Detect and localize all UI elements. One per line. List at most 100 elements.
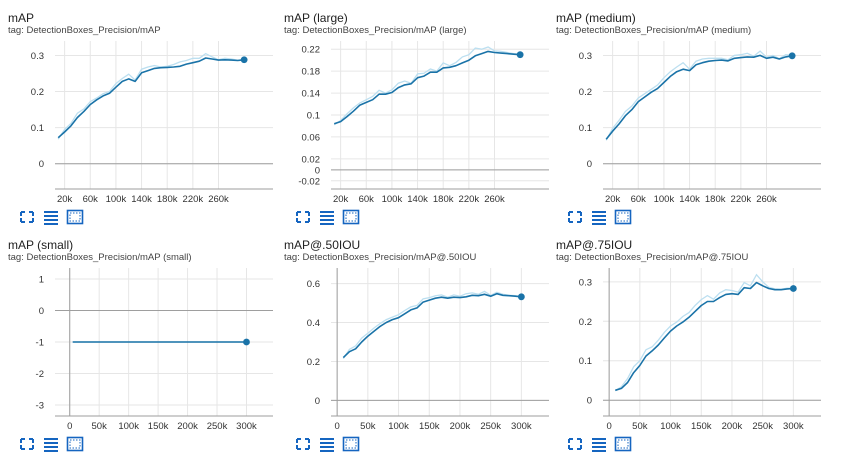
data-table-icon xyxy=(44,211,58,225)
grid xyxy=(55,41,273,189)
log-scale-button[interactable] xyxy=(342,436,360,452)
y-tick-label: 0 xyxy=(39,159,44,170)
y-tick-label: 0.3 xyxy=(31,51,44,62)
smoothed-series-line xyxy=(605,54,793,140)
x-tick-label: 60k xyxy=(83,194,99,205)
log-scale-icon xyxy=(342,436,360,452)
x-tick-label: 100k xyxy=(106,194,127,205)
fit-domain-button[interactable] xyxy=(566,436,584,452)
data-table-icon xyxy=(592,438,606,452)
log-scale-icon xyxy=(66,436,84,452)
chart-tag: tag: DetectionBoxes_Precision/mAP (mediu… xyxy=(556,25,752,36)
smoothed-series-line xyxy=(342,292,522,359)
x-tick-label: 220k xyxy=(731,194,752,205)
x-tick-label: 260k xyxy=(484,194,505,205)
fit-domain-icon xyxy=(568,211,582,223)
fit-domain-button[interactable] xyxy=(18,436,36,452)
chart-title: mAP@.50IOU xyxy=(284,238,361,252)
x-tick-label: 60k xyxy=(359,194,375,205)
last-point-marker[interactable] xyxy=(516,51,524,59)
x-tick-label: 220k xyxy=(183,194,204,205)
x-tick-label: 250k xyxy=(752,421,773,432)
x-tick-label: 200k xyxy=(722,421,743,432)
fit-domain-icon xyxy=(20,438,34,450)
x-tick-label: 100k xyxy=(654,194,675,205)
x-tick-label: 200k xyxy=(450,421,471,432)
x-tick-label: 300k xyxy=(511,421,532,432)
last-point-marker[interactable] xyxy=(517,293,525,301)
log-scale-button[interactable] xyxy=(66,436,84,452)
x-tick-label: 0 xyxy=(606,421,611,432)
chart-card-map-50iou: mAP@.50IOU tag: DetectionBoxes_Precision… xyxy=(284,238,559,464)
raw-series-line xyxy=(57,52,245,140)
y-tick-label: 0.1 xyxy=(579,123,592,134)
last-point-marker[interactable] xyxy=(240,56,248,64)
chart-title: mAP (large) xyxy=(284,11,348,25)
last-point-marker[interactable] xyxy=(789,285,797,292)
log-scale-icon xyxy=(342,209,360,225)
x-tick-label: 100k xyxy=(382,194,403,205)
data-table-icon xyxy=(320,438,334,452)
y-tick-label: 0.14 xyxy=(302,89,321,100)
chart-tag: tag: DetectionBoxes_Precision/mAP@.50IOU xyxy=(284,252,477,263)
chart-tag: tag: DetectionBoxes_Precision/mAP (small… xyxy=(8,252,192,263)
y-tick-label: 0.2 xyxy=(579,317,592,328)
x-tick-label: 180k xyxy=(705,194,726,205)
x-tick-label: 100k xyxy=(118,421,139,432)
data-table-button[interactable] xyxy=(42,209,60,225)
x-tick-label: 50k xyxy=(360,421,376,432)
data-table-button[interactable] xyxy=(590,209,608,225)
chart-title: mAP xyxy=(8,11,35,25)
log-scale-button[interactable] xyxy=(342,209,360,225)
x-tick-label: 0 xyxy=(67,421,72,432)
log-scale-icon xyxy=(614,209,632,225)
x-tick-label: 300k xyxy=(783,421,804,432)
data-table-button[interactable] xyxy=(42,436,60,452)
smoothed-series-line xyxy=(333,50,521,125)
last-point-marker[interactable] xyxy=(243,338,250,346)
fit-domain-button[interactable] xyxy=(294,436,312,452)
y-tick-label: 0.1 xyxy=(307,111,320,122)
y-tick-label: 0 xyxy=(587,396,592,407)
x-tick-label: 20k xyxy=(333,194,349,205)
log-scale-button[interactable] xyxy=(614,209,632,225)
y-tick-label: -1 xyxy=(36,338,44,349)
chart-plot[interactable]: 20k 60k 100k 140k 180k 220k 260k 0 0.1 0.2 0.3 xyxy=(8,39,283,209)
fit-domain-button[interactable] xyxy=(566,209,584,225)
chart-tag: tag: DetectionBoxes_Precision/mAP xyxy=(8,25,161,36)
y-tick-label: 0.3 xyxy=(579,277,592,288)
chart-plot[interactable]: 0 50k 100k 150k 200k 250k 300k 0 0.2 0.4 0.6 xyxy=(284,266,559,436)
fit-domain-icon xyxy=(20,211,34,223)
y-tick-label: 0 xyxy=(315,396,320,407)
x-tick-label: 220k xyxy=(459,194,480,205)
fit-domain-button[interactable] xyxy=(294,209,312,225)
y-tick-label: 1 xyxy=(39,275,44,286)
data-table-button[interactable] xyxy=(318,209,336,225)
y-tick-label: 0.6 xyxy=(307,279,320,290)
last-point-marker[interactable] xyxy=(788,52,796,60)
chart-plot[interactable]: 0 50k 100k 150k 200k 250k 300k -3 -2 -1 0 1 xyxy=(8,266,283,436)
data-table-button[interactable] xyxy=(590,436,608,452)
x-tick-label: 260k xyxy=(208,194,229,205)
x-tick-label: 150k xyxy=(419,421,440,432)
x-tick-label: 140k xyxy=(679,194,700,205)
raw-series-line xyxy=(333,46,521,126)
data-table-icon xyxy=(592,211,606,225)
data-table-button[interactable] xyxy=(318,436,336,452)
log-scale-button[interactable] xyxy=(614,436,632,452)
fit-domain-icon xyxy=(296,211,310,223)
y-tick-label: -2 xyxy=(36,369,44,380)
x-tick-label: 180k xyxy=(433,194,454,205)
x-tick-label: 250k xyxy=(480,421,501,432)
y-tick-label: -0.02 xyxy=(298,176,320,187)
y-tick-label: 0.1 xyxy=(31,123,44,134)
log-scale-button[interactable] xyxy=(66,209,84,225)
x-tick-label: 140k xyxy=(407,194,428,205)
y-tick-label: 0.2 xyxy=(579,87,592,98)
chart-plot[interactable]: 0 50k 100k 150k 200k 250k 300k 0 0.1 0.2 0.3 xyxy=(556,266,831,436)
chart-plot[interactable]: 20k 60k 100k 140k 180k 220k 260k 0 0.1 0.2 0.3 xyxy=(556,39,831,209)
smoothed-series-line xyxy=(615,281,794,392)
fit-domain-button[interactable] xyxy=(18,209,36,225)
y-tick-label: -3 xyxy=(36,400,44,411)
